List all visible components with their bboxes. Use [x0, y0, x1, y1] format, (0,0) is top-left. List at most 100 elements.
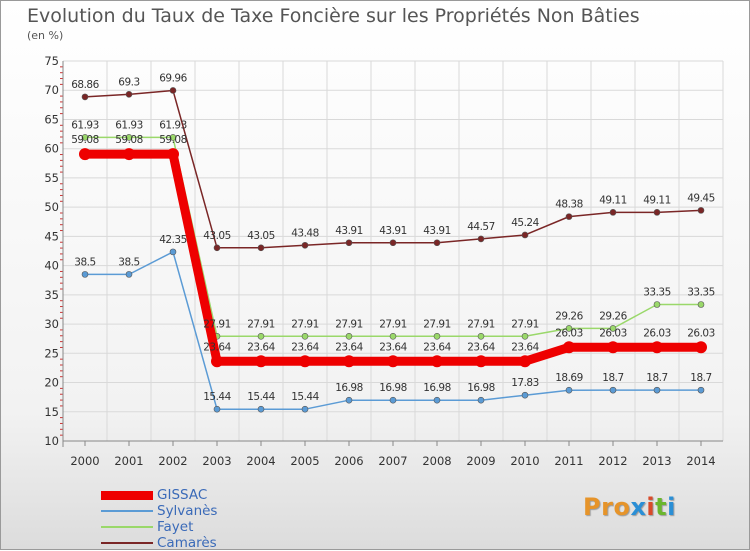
series-point-3	[81, 93, 89, 101]
series-point-3	[257, 244, 265, 252]
data-label: 23.64	[467, 341, 495, 353]
data-label: 27.91	[423, 318, 451, 330]
series-point-0	[651, 341, 663, 354]
series-point-0	[607, 341, 619, 354]
data-label: 38.5	[74, 256, 95, 268]
logo-letter: P	[583, 493, 602, 521]
series-point-2	[477, 332, 485, 340]
y-tick-label: 10	[44, 434, 59, 448]
series-point-1	[213, 405, 221, 413]
legend-label: Sylvanès	[157, 503, 218, 519]
data-label: 68.86	[71, 79, 99, 91]
data-label: 27.91	[247, 318, 275, 330]
series-point-1	[257, 405, 265, 413]
data-label: 26.03	[643, 327, 671, 339]
proxiti-logo: Proxiti	[583, 493, 676, 521]
data-label: 27.91	[291, 318, 319, 330]
logo-letter: t	[655, 493, 668, 521]
legend-swatch	[101, 490, 153, 500]
data-label: 26.03	[555, 327, 583, 339]
x-tick-label: 2003	[202, 454, 231, 468]
data-label: 23.64	[291, 341, 319, 353]
series-point-0	[431, 355, 443, 368]
series-point-1	[169, 248, 177, 256]
data-label: 26.03	[687, 327, 715, 339]
data-label: 69.3	[118, 76, 139, 88]
series-point-1	[125, 271, 133, 278]
x-tick-label: 2013	[642, 454, 671, 468]
data-label: 15.44	[203, 391, 231, 403]
legend-swatch	[101, 526, 153, 528]
data-label: 23.64	[511, 341, 539, 353]
y-tick-label: 60	[44, 142, 59, 156]
series-point-1	[301, 405, 309, 413]
series-point-1	[477, 396, 485, 404]
series-point-1	[433, 396, 441, 404]
legend-swatch	[101, 542, 153, 544]
data-label: 18.7	[602, 372, 623, 384]
data-label: 26.03	[599, 327, 627, 339]
logo-letter: i	[667, 493, 676, 521]
data-label: 61.93	[71, 119, 99, 131]
series-point-0	[695, 341, 707, 354]
data-label: 18.7	[646, 372, 667, 384]
series-point-3	[125, 91, 133, 98]
series-point-0	[79, 148, 91, 161]
data-label: 23.64	[335, 341, 363, 353]
series-point-0	[255, 355, 267, 368]
x-tick-label: 2008	[422, 454, 451, 468]
data-label: 42.35	[159, 234, 187, 246]
series-point-0	[387, 355, 399, 368]
legend-item: Sylvanès	[101, 503, 301, 519]
y-tick-label: 75	[44, 54, 59, 68]
data-label: 18.7	[690, 372, 711, 384]
series-point-1	[345, 396, 353, 404]
series-point-3	[565, 213, 573, 220]
series-point-2	[433, 332, 441, 340]
data-label: 43.05	[203, 230, 231, 242]
data-label: 29.26	[599, 310, 627, 322]
data-label: 43.05	[247, 230, 275, 242]
legend-swatch	[101, 510, 153, 512]
series-point-1	[521, 391, 529, 399]
data-label: 43.91	[379, 225, 407, 237]
series-point-1	[389, 396, 397, 404]
series-point-3	[477, 235, 485, 243]
data-label: 44.57	[467, 221, 495, 233]
series-point-3	[697, 207, 705, 214]
y-tick-label: 25	[44, 346, 59, 360]
y-tick-label: 70	[44, 83, 59, 97]
logo-letter: i	[646, 493, 656, 521]
series-point-2	[565, 325, 573, 332]
data-label: 18.69	[555, 372, 583, 384]
series-point-1	[609, 386, 617, 394]
data-label: 23.64	[423, 341, 451, 353]
y-tick-label: 45	[44, 229, 59, 243]
chart-subtitle: (en %)	[27, 29, 64, 42]
series-point-3	[521, 231, 529, 239]
data-label: 59.08	[115, 134, 143, 146]
x-tick-label: 2007	[378, 454, 407, 468]
data-label: 69.96	[159, 72, 187, 84]
y-tick-label: 55	[44, 171, 59, 185]
data-label: 43.91	[335, 225, 363, 237]
series-point-2	[345, 332, 353, 340]
series-point-2	[521, 332, 529, 340]
series-point-1	[653, 386, 661, 394]
series-point-0	[563, 341, 575, 354]
series-point-0	[519, 355, 531, 368]
data-label: 38.5	[118, 256, 139, 268]
y-tick-label: 40	[44, 259, 59, 273]
series-point-2	[389, 332, 397, 340]
series-point-0	[299, 355, 311, 368]
data-label: 15.44	[291, 391, 319, 403]
x-tick-label: 2004	[246, 454, 275, 468]
data-label: 33.35	[643, 286, 671, 298]
data-label: 49.45	[687, 192, 715, 204]
data-label: 23.64	[379, 341, 407, 353]
data-label: 45.24	[511, 217, 539, 229]
series-point-3	[609, 209, 617, 216]
x-tick-label: 2011	[554, 454, 583, 468]
